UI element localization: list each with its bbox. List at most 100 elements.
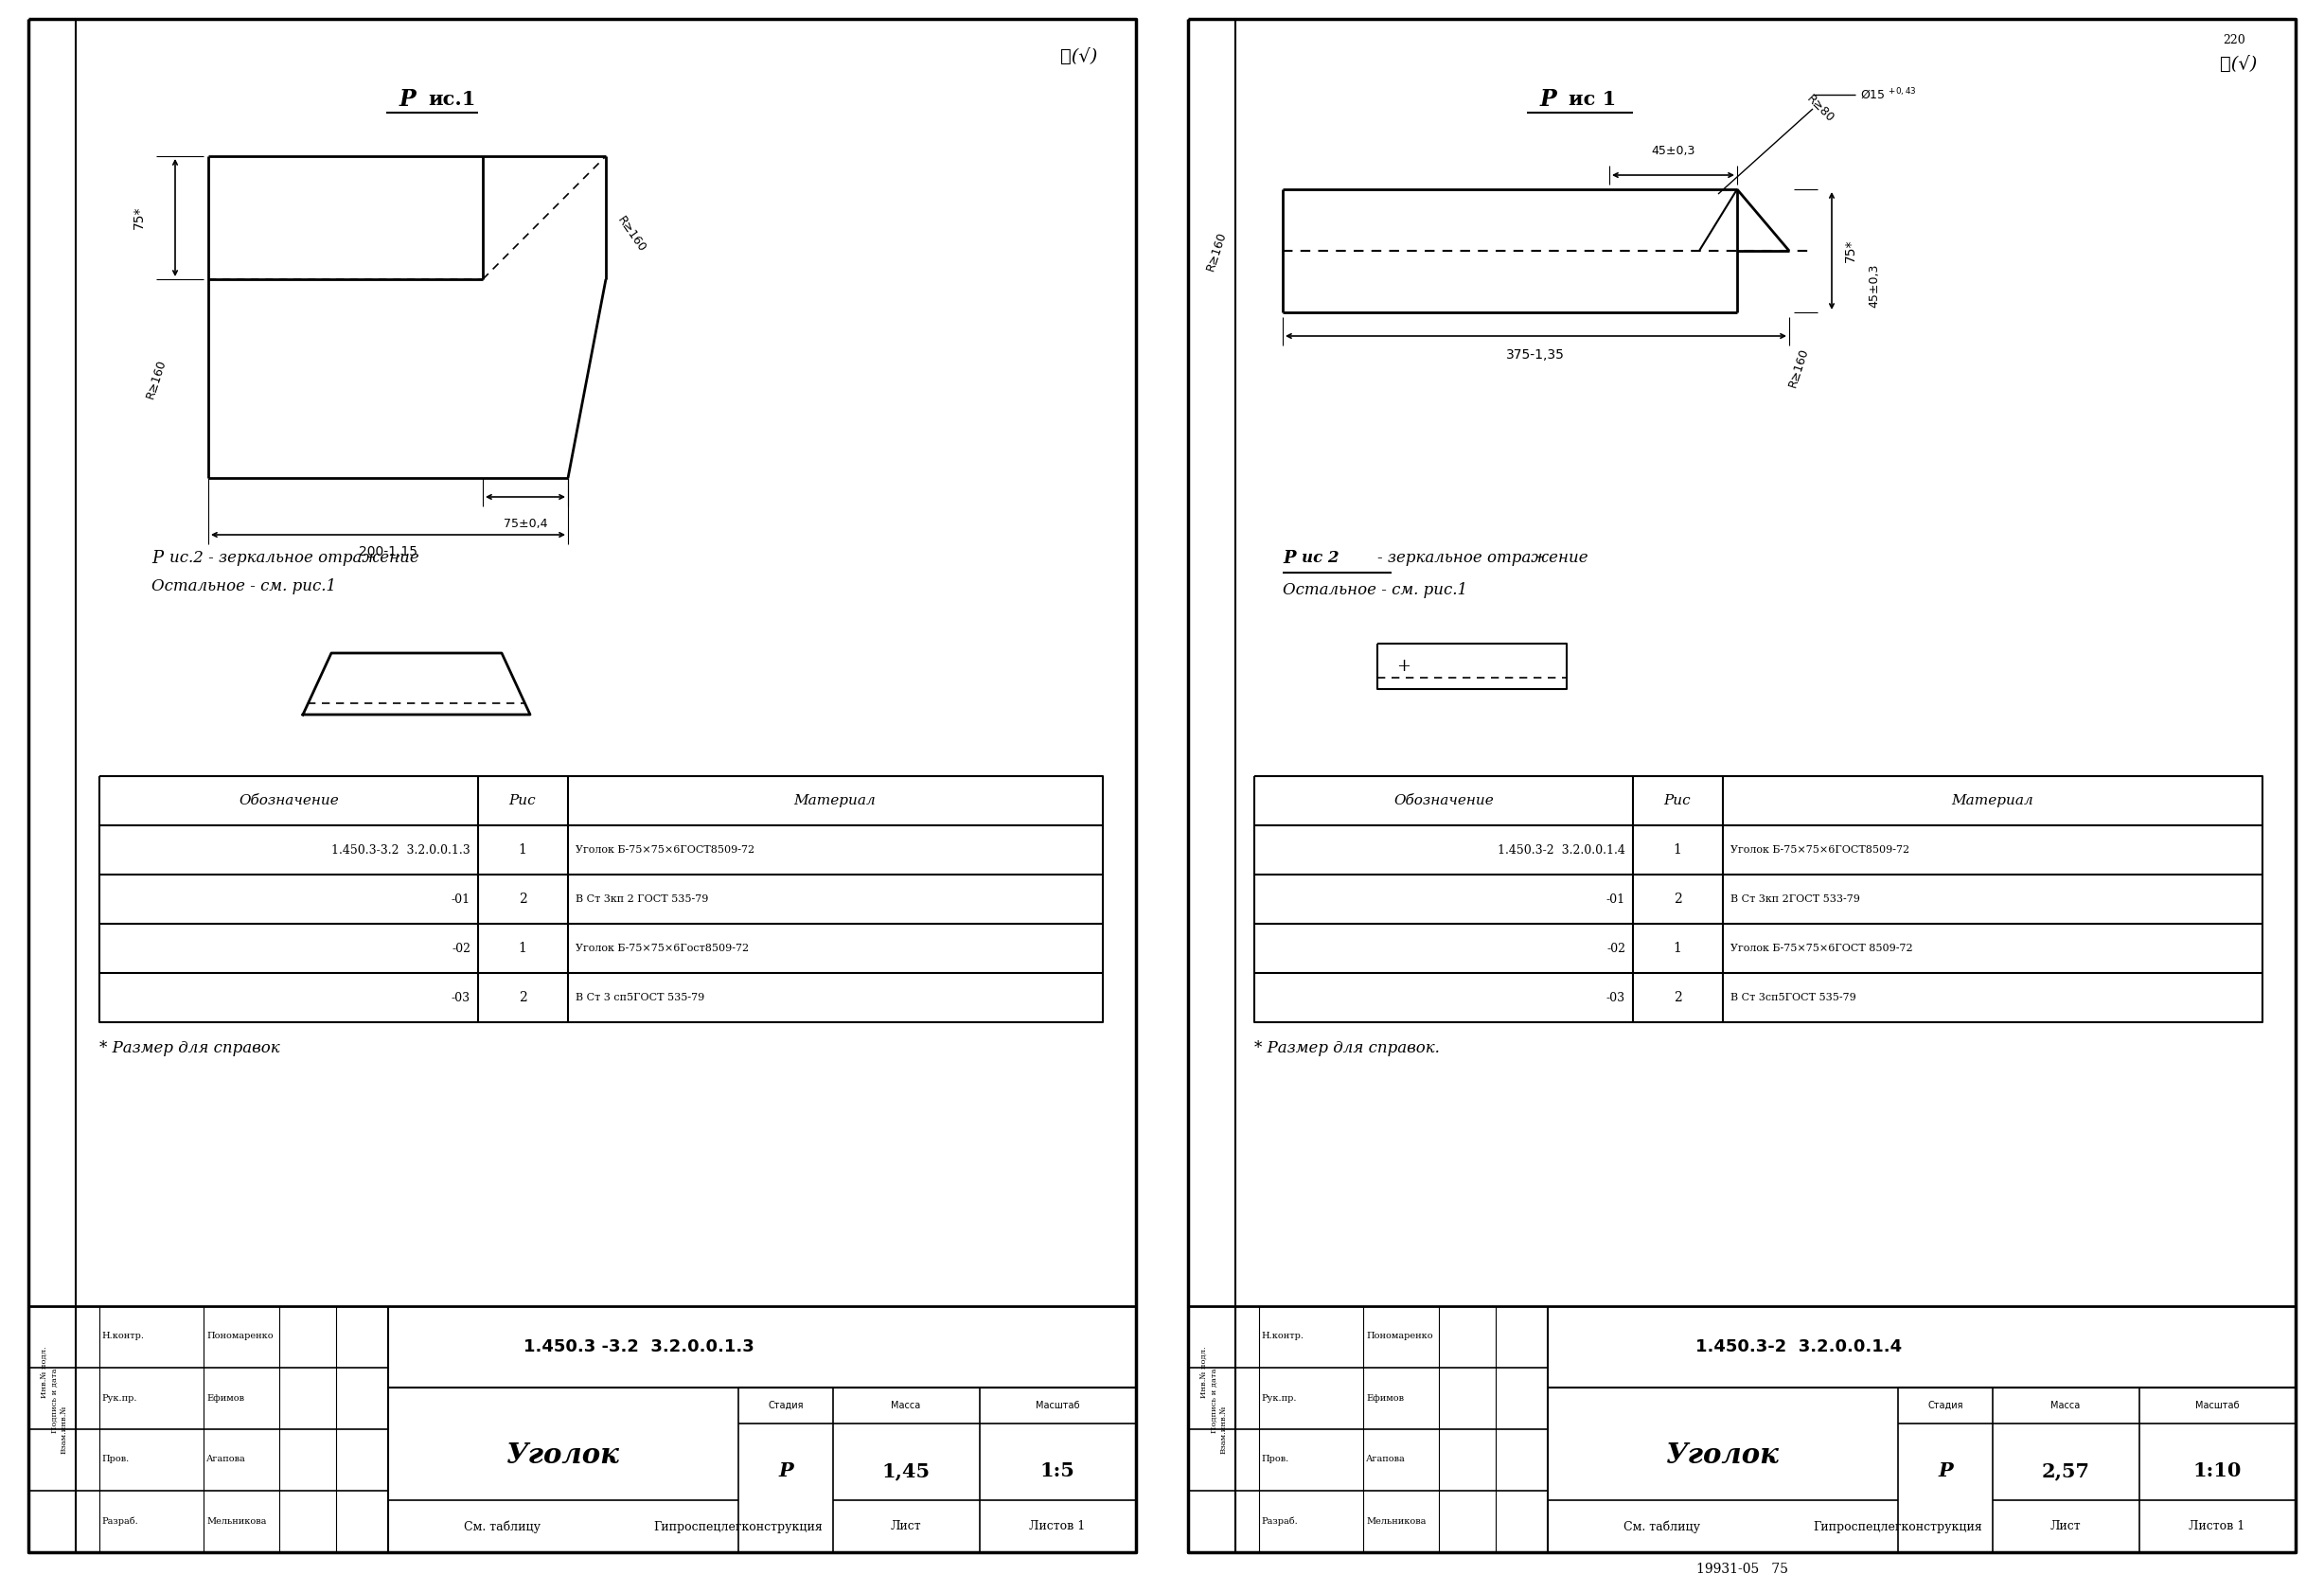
Text: Уголок Б-75×75×6ГОСТ8509-72: Уголок Б-75×75×6ГОСТ8509-72: [1731, 845, 1910, 855]
Text: Рук.пр.: Рук.пр.: [1262, 1393, 1297, 1402]
Text: 1: 1: [518, 941, 528, 955]
Text: - зеркальное отражение: - зеркальное отражение: [1378, 551, 1587, 567]
Text: * Размер для справок.: * Размер для справок.: [1255, 1040, 1441, 1056]
Text: Рис: Рис: [1664, 795, 1692, 807]
Text: Ефимов: Ефимов: [207, 1393, 244, 1402]
Text: +: +: [1397, 658, 1411, 675]
Text: ис 2: ис 2: [1301, 551, 1339, 567]
Text: Уголок Б-75×75×6ГОСТ8509-72: Уголок Б-75×75×6ГОСТ8509-72: [576, 845, 755, 855]
Text: Масштаб: Масштаб: [2194, 1401, 2238, 1410]
Text: Масса: Масса: [890, 1401, 920, 1410]
Text: 1:5: 1:5: [1039, 1461, 1074, 1480]
Text: Пров.: Пров.: [1262, 1456, 1287, 1464]
Text: Ø15 $^{+0,43}$: Ø15 $^{+0,43}$: [1859, 87, 1917, 102]
Text: 200-1,15: 200-1,15: [358, 545, 418, 559]
Text: R≥160: R≥160: [616, 214, 648, 255]
Text: Обозначение: Обозначение: [1394, 795, 1494, 807]
Text: Взам.инв.№: Взам.инв.№: [1220, 1406, 1227, 1453]
Text: Уголок Б-75×75×6Гост8509-72: Уголок Б-75×75×6Гост8509-72: [576, 944, 748, 954]
Text: ис.1: ис.1: [428, 90, 476, 109]
Text: Гипроспецлегконструкция: Гипроспецлегконструкция: [1813, 1520, 1982, 1533]
Text: ∅(√): ∅(√): [1060, 49, 1097, 66]
Text: * Размер для справок: * Размер для справок: [100, 1040, 279, 1056]
Text: ∅(√): ∅(√): [2219, 55, 2257, 72]
Text: 2: 2: [1673, 892, 1683, 905]
Text: R≥80: R≥80: [1803, 93, 1836, 126]
Text: 75±0,4: 75±0,4: [504, 518, 548, 529]
Text: -03: -03: [451, 992, 469, 1004]
Text: 45±0,3: 45±0,3: [1868, 264, 1880, 309]
Text: 1: 1: [1673, 844, 1683, 856]
Text: В Ст 3кп 2ГОСТ 533-79: В Ст 3кп 2ГОСТ 533-79: [1731, 894, 1859, 903]
Text: Пономаренко: Пономаренко: [207, 1332, 274, 1341]
Text: См. таблицу: См. таблицу: [1624, 1520, 1701, 1533]
Text: Н.контр.: Н.контр.: [102, 1332, 144, 1341]
Text: 2: 2: [518, 992, 528, 1004]
Text: Мельникова: Мельникова: [1367, 1517, 1427, 1525]
Text: Остальное - см. рис.1: Остальное - см. рис.1: [151, 579, 337, 595]
Text: Ефимов: Ефимов: [1367, 1393, 1404, 1402]
Text: Материал: Материал: [795, 795, 876, 807]
Text: Гипроспецлегконструкция: Гипроспецлегконструкция: [653, 1520, 823, 1533]
Text: -03: -03: [1606, 992, 1624, 1004]
Text: Подпись и дата: Подпись и дата: [51, 1368, 58, 1434]
Text: В Ст 3 сп5ГОСТ 535-79: В Ст 3 сп5ГОСТ 535-79: [576, 993, 704, 1003]
Text: 2: 2: [1673, 992, 1683, 1004]
Text: 19931-05   75: 19931-05 75: [1697, 1563, 1787, 1574]
Text: Р: Р: [1538, 88, 1557, 110]
Text: Листов 1: Листов 1: [2189, 1519, 2245, 1532]
Text: Уголок: Уголок: [507, 1442, 621, 1470]
Text: Агапова: Агапова: [207, 1456, 246, 1464]
Text: R≥160: R≥160: [1787, 346, 1810, 389]
Text: Инв.№ подл.: Инв.№ подл.: [1202, 1346, 1208, 1398]
Text: 1:10: 1:10: [2194, 1461, 2240, 1480]
Text: -02: -02: [451, 943, 469, 954]
Text: Стадия: Стадия: [767, 1401, 804, 1410]
Text: 1.450.3 -3.2  3.2.0.0.1.3: 1.450.3 -3.2 3.2.0.0.1.3: [523, 1338, 755, 1355]
Text: 2,57: 2,57: [2040, 1461, 2089, 1480]
Text: В Ст 3сп5ГОСТ 535-79: В Ст 3сп5ГОСТ 535-79: [1731, 993, 1857, 1003]
Text: ис 1: ис 1: [1569, 90, 1615, 109]
Text: 45±0,3: 45±0,3: [1652, 145, 1697, 157]
Text: Пров.: Пров.: [102, 1456, 128, 1464]
Text: Агапова: Агапова: [1367, 1456, 1406, 1464]
Text: Разраб.: Разраб.: [102, 1516, 137, 1525]
Text: 2: 2: [518, 892, 528, 905]
Text: 1.450.3-2  3.2.0.0.1.4: 1.450.3-2 3.2.0.0.1.4: [1697, 1338, 1901, 1355]
Text: Лист: Лист: [2050, 1519, 2080, 1532]
Text: Инв.№ подл.: Инв.№ подл.: [42, 1346, 49, 1398]
Text: -02: -02: [1606, 943, 1624, 954]
Text: Масштаб: Масштаб: [1034, 1401, 1078, 1410]
Text: Листов 1: Листов 1: [1030, 1519, 1085, 1532]
Text: В Ст 3кп 2 ГОСТ 535-79: В Ст 3кп 2 ГОСТ 535-79: [576, 894, 709, 903]
Text: ис.2 - зеркальное отражение: ис.2 - зеркальное отражение: [170, 551, 418, 567]
Text: 1,45: 1,45: [881, 1461, 930, 1480]
Text: Подпись и дата: Подпись и дата: [1211, 1368, 1218, 1434]
Text: 75*: 75*: [1843, 239, 1857, 263]
Text: Обозначение: Обозначение: [239, 795, 339, 807]
Text: Взам.инв.№: Взам.инв.№: [60, 1406, 67, 1453]
Text: 1: 1: [518, 844, 528, 856]
Text: Мельникова: Мельникова: [207, 1517, 267, 1525]
Text: Разраб.: Разраб.: [1262, 1516, 1297, 1525]
Text: См. таблицу: См. таблицу: [465, 1520, 541, 1533]
Text: Р: Р: [779, 1461, 792, 1480]
Text: 220: 220: [2222, 33, 2245, 46]
Text: Уголок Б-75×75×6ГОСТ 8509-72: Уголок Б-75×75×6ГОСТ 8509-72: [1731, 944, 1913, 954]
Text: Р: Р: [1938, 1461, 1952, 1480]
Text: Материал: Материал: [1952, 795, 2034, 807]
Text: Р: Р: [400, 88, 416, 110]
Text: Р: Р: [151, 549, 163, 567]
Text: Н.контр.: Н.контр.: [1262, 1332, 1304, 1341]
Text: -01: -01: [451, 892, 469, 905]
Text: 1: 1: [1673, 941, 1683, 955]
Text: Р: Р: [1283, 549, 1294, 567]
Text: R≥160: R≥160: [1204, 230, 1229, 272]
Text: 75*: 75*: [132, 206, 146, 230]
Text: Пономаренко: Пономаренко: [1367, 1332, 1434, 1341]
Text: 1.450.3-2  3.2.0.0.1.4: 1.450.3-2 3.2.0.0.1.4: [1497, 844, 1624, 856]
Text: -01: -01: [1606, 892, 1624, 905]
Text: Стадия: Стадия: [1927, 1401, 1964, 1410]
Text: Рис: Рис: [509, 795, 537, 807]
Text: Уголок: Уголок: [1666, 1442, 1780, 1470]
